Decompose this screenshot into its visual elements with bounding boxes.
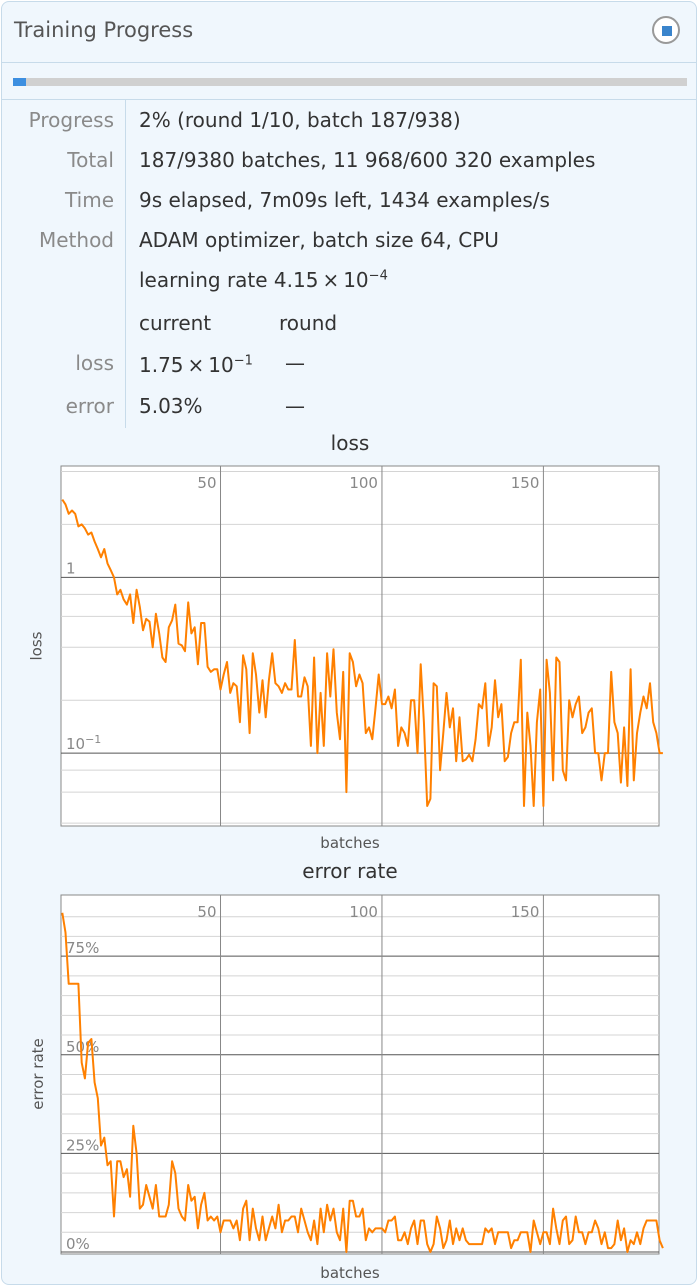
divider — [1, 99, 697, 100]
progress-value: 2% (round 1/10, batch 187/938) — [139, 108, 461, 132]
stop-icon — [662, 26, 672, 36]
loss-round: — — [285, 351, 305, 375]
panel-title: Training Progress — [14, 18, 194, 42]
x-tick-label: 50 — [197, 903, 216, 921]
y-tick-label: 25% — [66, 1136, 99, 1154]
method-label: Method — [38, 228, 114, 252]
progress-label: Progress — [28, 108, 114, 132]
error-current: 5.03% — [139, 394, 203, 418]
loss-chart-xlabel: batches — [320, 834, 380, 852]
column-current-header: current — [139, 311, 212, 335]
progress-bar — [13, 78, 687, 86]
progress-bar-fill — [13, 78, 27, 86]
error-rate-chart: 50 100 150 0% 25% 50% 75% — [60, 894, 664, 1255]
error-chart-xlabel: batches — [320, 1264, 380, 1282]
time-value: 9s elapsed, 7m09s left, 1434 examples/s — [139, 188, 550, 212]
total-label: Total — [67, 148, 114, 172]
x-tick-label: 50 — [197, 474, 216, 492]
stop-button[interactable] — [652, 16, 680, 44]
time-label: Time — [65, 188, 114, 212]
error-chart-title: error rate — [302, 859, 398, 883]
column-round-header: round — [279, 311, 338, 335]
total-value: 187/9380 batches, 11 968/600 320 example… — [139, 148, 596, 172]
y-tick-label: 1 — [66, 559, 76, 577]
loss-current: 1.75 × 10−1 — [139, 353, 253, 377]
error-chart-ylabel: error rate — [28, 1038, 47, 1110]
loss-chart-ylabel: loss — [27, 631, 46, 661]
loss-current-text: 1.75 × 10 — [139, 353, 234, 377]
error-label: error — [65, 394, 114, 418]
learning-rate-value: learning rate 4.15 × 10−4 — [139, 268, 388, 292]
method-value: ADAM optimizer, batch size 64, CPU — [139, 228, 499, 252]
divider — [1, 62, 697, 63]
plot-background — [60, 465, 660, 827]
loss-current-exponent: −1 — [233, 353, 253, 369]
series-line — [61, 912, 664, 1253]
x-tick-label: 150 — [511, 903, 540, 921]
x-tick-label: 100 — [349, 474, 378, 492]
series-line — [61, 499, 663, 807]
y-tick-label: 50% — [66, 1038, 99, 1056]
x-tick-label: 100 — [349, 903, 378, 921]
y-tick-label: 75% — [66, 939, 99, 957]
learning-rate-text: learning rate 4.15 × 10 — [139, 268, 369, 292]
column-divider — [125, 100, 126, 428]
learning-rate-exponent: −4 — [368, 268, 388, 284]
loss-chart-title: loss — [330, 431, 370, 455]
x-tick-label: 150 — [511, 474, 540, 492]
loss-label: loss — [75, 351, 114, 375]
error-round: — — [285, 394, 305, 418]
y-tick-label: 0% — [66, 1235, 90, 1253]
